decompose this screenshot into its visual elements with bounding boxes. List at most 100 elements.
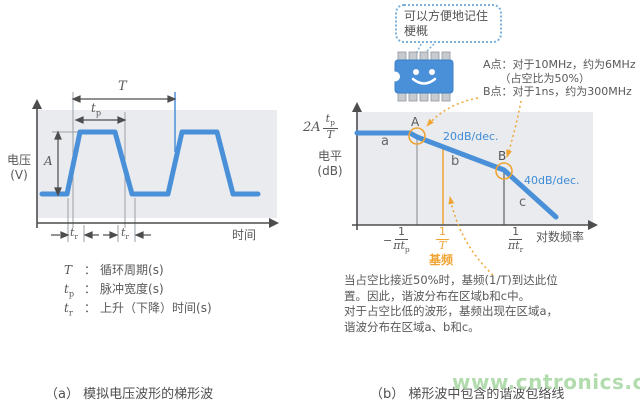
speech-bubble-line1: 可以方便地记住 xyxy=(404,9,489,23)
legend-symbol: tp xyxy=(64,282,84,298)
period-dimension-label: T xyxy=(118,79,127,94)
caption-b: （b） 梯形波中包含的谐波包络线 xyxy=(370,387,565,402)
legend-description: 循环周期(s) xyxy=(100,263,164,277)
point-a-label: A xyxy=(411,115,420,129)
right-x-axis-label: 对数频率 xyxy=(536,230,585,244)
chip-face-right-eye xyxy=(429,69,435,75)
rise-time-symbol: t xyxy=(121,226,126,239)
chip-body xyxy=(394,59,454,94)
left-y-axis-label: 电压 (V) xyxy=(6,153,31,182)
x-tick-corner1: − 1 πtp xyxy=(383,225,410,255)
region-b-label: b xyxy=(451,154,460,169)
chip-pins xyxy=(397,51,451,102)
y-tick-coefficient: 2A xyxy=(303,119,321,135)
pulse-width-subscript: p xyxy=(95,107,102,118)
pulse-width-symbol: t xyxy=(91,101,96,115)
rise-time-subscript: r xyxy=(74,232,78,242)
fraction-den-sub: p xyxy=(404,244,410,254)
left-x-axis-label: 时间 xyxy=(232,228,257,242)
harmonic-envelope-line xyxy=(354,130,559,220)
legend-symbol-base: T xyxy=(64,263,73,277)
fraction-den-base: πt xyxy=(393,238,405,252)
legend-row-pulse-width: tp ： 脉冲宽度(s) xyxy=(64,280,212,299)
right-y-axis-arrowhead xyxy=(352,102,362,112)
left-waveform-plot xyxy=(32,92,279,242)
legend-symbol: T xyxy=(64,263,84,279)
right-x-axis-arrowhead xyxy=(588,220,598,230)
corner1-fraction: 1 πtp xyxy=(393,225,410,255)
fraction-den-sub: r xyxy=(519,244,524,254)
legend-symbol-base: t xyxy=(64,282,69,296)
dimension-arrows xyxy=(51,95,177,239)
rise-time-symbol: t xyxy=(70,226,75,239)
fraction-denominator: πtr xyxy=(508,238,524,255)
left-legend: T ： 循环周期(s) tp ： 脉冲宽度(s) tr ： 上升（下降）时间(s… xyxy=(64,261,212,318)
trapezoidal-wave xyxy=(39,129,261,197)
fraction-numerator: 1 xyxy=(509,225,523,240)
legend-symbol-sub: p xyxy=(68,288,75,299)
chip-face-left-eye xyxy=(413,69,419,75)
legend-separator: ： xyxy=(84,282,97,296)
fundamental-pointer-arrow xyxy=(448,196,494,276)
left-y-axis-arrowhead xyxy=(32,99,42,109)
rise-time-label-1: tr xyxy=(70,226,78,241)
y-tick-fraction: tp T xyxy=(322,112,338,141)
point-a-pointer-arrow xyxy=(426,97,479,127)
fraction-denominator: πtp xyxy=(393,238,410,255)
chip-notch xyxy=(390,71,400,82)
explanation-paragraph: 当占空比接近50%时，基频(1/T)到达此位 置。因此，谐波分布在区域b和c中。… xyxy=(344,273,559,334)
right-y-axis-label: 电平 (dB) xyxy=(317,149,343,178)
pulse-width-dimension-label: tp xyxy=(91,101,101,117)
left-x-axis-arrowhead xyxy=(269,218,279,228)
amplitude-dimension-label: A xyxy=(44,154,53,168)
point-b-circle xyxy=(495,162,513,180)
fraction-numerator: 1 xyxy=(436,225,449,240)
fraction-numerator: tp xyxy=(322,112,338,129)
right-axes xyxy=(352,109,590,230)
fundamental-fraction: 1 T xyxy=(436,225,449,252)
fraction-num-base: t xyxy=(325,112,331,125)
legend-description: 上升（下降）时间(s) xyxy=(100,301,212,315)
fraction-num-sub: p xyxy=(330,118,335,128)
legend-separator: ： xyxy=(84,263,97,277)
point-a-circle xyxy=(408,127,426,145)
chip-icon xyxy=(390,51,454,102)
region-c-label: c xyxy=(519,195,527,210)
legend-description: 脉冲宽度(s) xyxy=(100,282,164,296)
fraction-den-base: πt xyxy=(508,238,520,252)
rise-time-subscript: r xyxy=(125,232,129,242)
legend-symbol-base: t xyxy=(64,301,69,315)
x-tick-fundamental: 1 T xyxy=(436,225,449,252)
watermark: www.cntronics.com xyxy=(452,370,640,394)
fraction-denominator: T xyxy=(438,238,447,252)
chip-face-smile xyxy=(411,77,437,85)
left-plot-background xyxy=(37,110,277,218)
speech-bubble: 可以方便地记住 梗概 xyxy=(395,4,502,43)
left-axes xyxy=(36,106,271,228)
legend-row-period: T ： 循环周期(s) xyxy=(64,261,212,280)
slope-40db-label: 40dB/dec. xyxy=(524,174,580,187)
legend-symbol: tr xyxy=(64,301,84,317)
pointer-arrows xyxy=(426,97,522,276)
slope-20db-label: 20dB/dec. xyxy=(443,130,499,143)
minus-sign: − xyxy=(383,233,393,247)
right-plot-background xyxy=(357,112,593,225)
region-a-label: a xyxy=(381,134,389,149)
caption-a: （a） 模拟电压波形的梯形波 xyxy=(45,387,214,402)
right-spectrum-plot xyxy=(352,97,598,276)
fraction-numerator: 1 xyxy=(394,225,408,240)
x-tick-corner2: 1 πtr xyxy=(508,225,524,255)
right-y-tick-label: 2A tp T xyxy=(303,112,338,141)
fraction-denominator: T xyxy=(326,127,334,141)
point-notes: A点：对于10MHz，约为6MHz （占空比为50%） B点：对于1ns，约为3… xyxy=(483,58,636,98)
point-b-label: B xyxy=(498,149,507,163)
fundamental-frequency-label: 基频 xyxy=(429,253,454,267)
rise-time-label-2: tr xyxy=(121,226,129,241)
legend-row-rise-time: tr ： 上升（下降）时间(s) xyxy=(64,299,212,318)
legend-separator: ： xyxy=(84,301,97,315)
speech-bubble-line2: 梗概 xyxy=(404,24,429,38)
legend-symbol-sub: r xyxy=(68,307,73,318)
corner2-fraction: 1 πtr xyxy=(508,225,524,255)
